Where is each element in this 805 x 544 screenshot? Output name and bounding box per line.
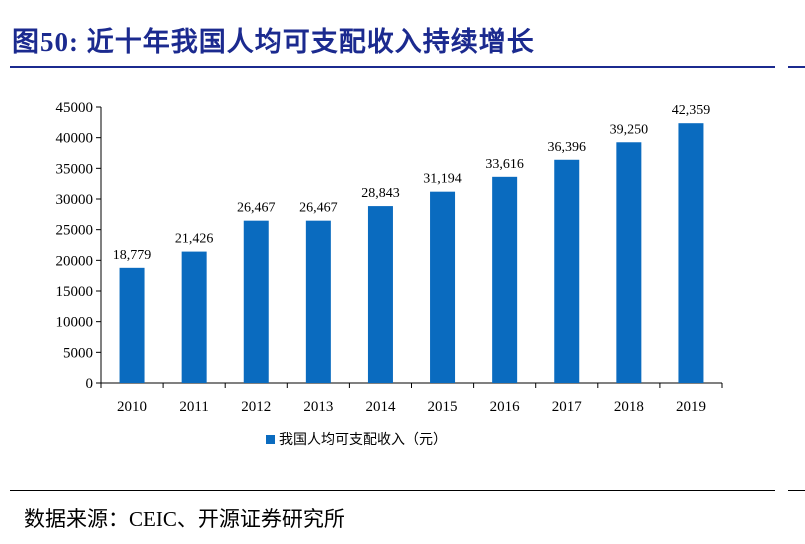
- title-rule-stub: [788, 66, 805, 68]
- x-tick-label: 2016: [490, 399, 521, 415]
- figure-title: 图50: 近十年我国人均可支配收入持续增长: [12, 27, 535, 57]
- bar: [492, 176, 518, 383]
- y-tick-label: 20000: [56, 253, 94, 269]
- y-tick-label: 40000: [56, 131, 94, 147]
- bar: [243, 220, 269, 383]
- bar: [181, 251, 207, 383]
- bottom-rule-stub: [788, 490, 805, 491]
- y-tick-label: 15000: [56, 284, 94, 300]
- x-tick-label: 2010: [117, 399, 147, 415]
- bar: [430, 191, 456, 383]
- title-rule: [10, 66, 775, 68]
- data-label: 36,396: [548, 140, 587, 155]
- x-tick-label: 2015: [428, 399, 458, 415]
- y-tick-label: 30000: [56, 192, 94, 208]
- y-tick-label: 45000: [56, 100, 94, 116]
- bar: [367, 206, 393, 383]
- source-note: 数据来源：CEIC、开源证券研究所: [24, 507, 345, 531]
- y-tick-label: 5000: [63, 345, 93, 361]
- data-label: 26,467: [237, 201, 276, 216]
- bar: [616, 142, 642, 383]
- x-tick-label: 2012: [241, 399, 271, 415]
- bottom-rule: [10, 490, 775, 491]
- data-label: 21,426: [175, 232, 214, 247]
- legend-swatch: [266, 435, 275, 444]
- y-tick-label: 35000: [56, 161, 94, 177]
- x-tick-label: 2017: [552, 399, 583, 415]
- data-label: 18,779: [113, 248, 152, 263]
- data-label: 42,359: [672, 103, 711, 118]
- y-tick-label: 0: [86, 376, 94, 392]
- y-tick-label: 10000: [56, 315, 94, 331]
- data-label: 28,843: [361, 186, 400, 201]
- bar: [678, 123, 704, 384]
- y-tick-label: 25000: [56, 223, 94, 239]
- legend-label: 我国人均可支配收入（元）: [279, 432, 447, 448]
- data-label: 31,194: [423, 172, 462, 187]
- bar: [305, 220, 331, 383]
- bar: [119, 267, 145, 383]
- x-tick-label: 2013: [303, 399, 333, 415]
- x-tick-label: 2011: [179, 399, 208, 415]
- data-label: 33,616: [485, 157, 524, 172]
- x-tick-label: 2019: [676, 399, 706, 415]
- x-tick-label: 2018: [614, 399, 644, 415]
- x-tick-label: 2014: [365, 399, 396, 415]
- data-label: 26,467: [299, 201, 338, 216]
- data-label: 39,250: [610, 122, 649, 137]
- bar: [554, 159, 580, 383]
